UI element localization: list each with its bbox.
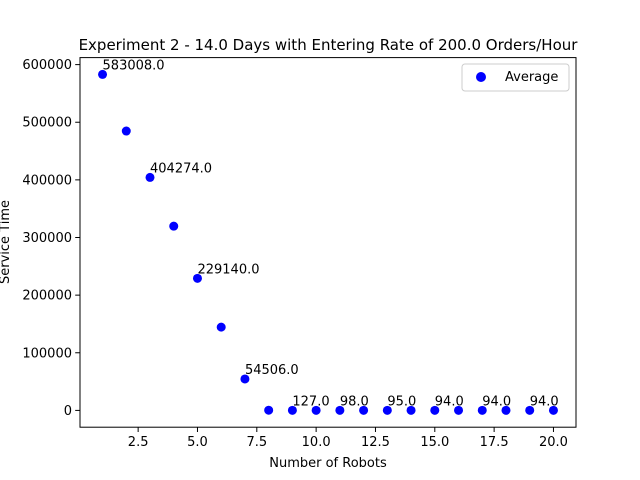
y-tick-label: 400000 [22,173,72,188]
data-point [406,405,416,415]
data-label: 94.0 [530,394,559,409]
y-tick-label: 0 [64,404,72,419]
data-point [335,405,345,415]
data-point [216,322,226,332]
data-point [287,405,297,415]
data-label: 229140.0 [197,262,259,277]
x-tick-label: 15.0 [420,435,449,450]
data-label: 127.0 [292,394,329,409]
legend-marker [476,72,486,82]
y-axis-ticks: 0 100000 200000 300000 400000 500000 600000 [22,58,80,419]
data-point [477,405,487,415]
data-point [382,405,392,415]
chart-title: Experiment 2 - 14.0 Days with Entering R… [79,36,579,54]
x-tick-label: 12.5 [361,435,390,450]
plot-frame [79,57,577,428]
x-tick-label: 20.0 [539,435,568,450]
data-labels: 583008.0 404274.0 229140.0 54506.0 127.0 98.0… [103,58,559,409]
data-point [501,405,511,415]
x-tick-label: 10.0 [302,435,331,450]
data-point [264,405,274,415]
legend: Average [461,63,570,92]
x-tick-label: 17.5 [480,435,509,450]
x-tick-label: 5.0 [187,435,208,450]
data-point [311,405,321,415]
data-point [430,405,440,415]
x-tick-label: 2.5 [128,435,149,450]
x-axis-ticks: 2.5 5.0 7.5 10.0 12.5 15.0 17.5 20.0 [128,427,568,450]
data-label: 94.0 [482,394,511,409]
data-point [548,405,558,415]
y-tick-label: 500000 [22,116,72,131]
data-point [98,69,108,79]
data-label: 404274.0 [150,161,212,176]
data-point [121,126,131,136]
x-axis-label: Number of Robots [269,456,387,471]
data-point [454,405,464,415]
y-axis-label: Service Time [0,200,13,284]
data-point [192,273,202,283]
x-tick-label: 7.5 [246,435,267,450]
data-label: 54506.0 [245,363,299,378]
data-point [240,374,250,384]
y-tick-label: 100000 [22,346,72,361]
data-label: 95.0 [387,394,416,409]
data-points [98,69,558,415]
data-point [169,221,179,231]
y-tick-label: 600000 [22,58,72,73]
data-point [359,405,369,415]
data-label: 94.0 [435,394,464,409]
y-tick-label: 200000 [22,289,72,304]
y-tick-label: 300000 [22,231,72,246]
data-point [525,405,535,415]
legend-entry-label: Average [505,70,558,85]
data-label: 98.0 [340,394,369,409]
data-point [145,172,155,182]
legend-box [461,63,570,92]
data-label: 583008.0 [103,58,165,73]
